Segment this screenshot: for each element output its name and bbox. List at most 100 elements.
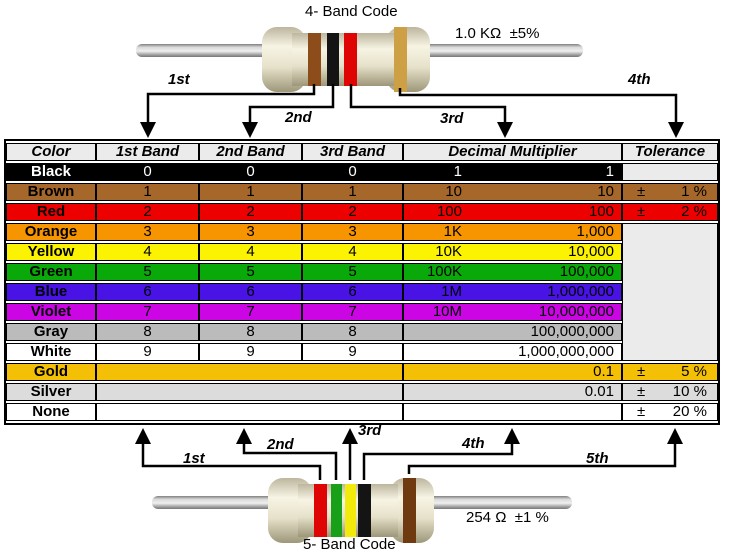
band2-cell-violet: 7 [199,303,302,321]
top-connector-3rd [349,84,507,124]
multiplier-value: 1 [605,163,614,180]
multiplier-cell-gray: 100,000,000 [403,323,622,341]
color-name-cell-violet: Violet [6,303,96,321]
color-name-cell-silver: Silver [6,383,96,401]
column-header-2nd-band: 2nd Band [199,143,302,161]
band3-cell-gray: 8 [302,323,403,341]
bottom-band-black [358,484,371,537]
multiplier-abbr [404,384,462,400]
band2-cell-brown: 1 [199,183,302,201]
top-band-label-3rd: 3rd [440,110,464,127]
top-title: 4- Band Code [305,3,398,20]
bottom-resistor-cap-left [268,478,312,543]
multiplier-abbr: 100K [426,263,462,280]
bottom-resistor-lead [152,496,572,509]
top-band-label-4th: 4th [628,71,651,88]
multiplier-abbr: 1K [443,223,462,240]
multiplier-value: 100 [588,203,614,220]
multiplier-abbr: 10 [445,183,462,200]
multiplier-cell-green: 100K 100,000 [403,263,622,281]
bottom-band-label-4th: 4th [462,435,485,452]
plus-minus-sign: ± [637,363,646,380]
multiplier-value: 10 [597,183,614,200]
tolerance-cell-gold: ±5 % [622,363,718,381]
tolerance-value: 1 % [681,183,707,200]
bands-cell-none [96,403,403,421]
table-row-gold: Gold 0.1 ±5 % [6,363,718,381]
multiplier-abbr: 10M [432,303,462,320]
arrow-up-icon [342,428,358,444]
tolerance-cell-none: ±20 % [622,403,718,421]
bands-cell-silver [96,383,403,401]
band3-cell-green: 5 [302,263,403,281]
bottom-band-label-2nd: 2nd [267,436,294,453]
table-row-violet: Violet 7 7 7 10M 10,000,000 [6,303,718,321]
color-name-cell-green: Green [6,263,96,281]
plus-minus-sign: ± [637,203,646,220]
table-row-brown: Brown 1 1 1 10 10 ±1 % [6,183,718,201]
color-name-cell-gray: Gray [6,323,96,341]
color-name-cell-red: Red [6,203,96,221]
multiplier-abbr [404,324,462,340]
column-header-color: Color [6,143,96,161]
tolerance-merged-cell [622,223,718,361]
top-resistor-body [292,33,398,86]
color-name-cell-brown: Brown [6,183,96,201]
band3-cell-red: 2 [302,203,403,221]
color-name-cell-none: None [6,403,96,421]
color-code-table-frame: Color 1st Band 2nd Band 3rd Band Decimal Mul… [4,139,720,425]
multiplier-value: 10,000 [568,243,614,260]
plus-minus-sign: ± [637,183,646,200]
table-row-green: Green 5 5 5 100K 100,000 [6,263,718,281]
bottom-band-yellow [345,484,356,537]
multiplier-cell-yellow: 10K 10,000 [403,243,622,261]
tolerance-value: 5 % [681,363,707,380]
table-row-red: Red 2 2 2 100 100 ±2 % [6,203,718,221]
top-band-brown [308,33,321,86]
color-name-cell-white: White [6,343,96,361]
bottom-title: 5- Band Code [303,536,396,553]
band3-cell-black: 0 [302,163,403,181]
band1-cell-red: 2 [96,203,199,221]
bottom-band-red [314,484,327,537]
tolerance-cell-silver: ±10 % [622,383,718,401]
color-name-cell-yellow: Yellow [6,243,96,261]
bottom-arrowheads [135,428,683,444]
band2-cell-gray: 8 [199,323,302,341]
multiplier-abbr: 1 [453,163,462,180]
multiplier-value: 1,000,000 [547,283,614,300]
multiplier-cell-none [403,403,622,421]
multiplier-abbr [404,364,462,380]
table-row-blue: Blue 6 6 6 1M 1,000,000 [6,283,718,301]
tolerance-value: 2 % [681,203,707,220]
band2-cell-black: 0 [199,163,302,181]
column-header-3rd-band: 3rd Band [302,143,403,161]
top-band-black [327,33,339,86]
multiplier-cell-blue: 1M 1,000,000 [403,283,622,301]
band2-cell-orange: 3 [199,223,302,241]
column-header-tolerance: Tolerance [622,143,718,161]
band1-cell-yellow: 4 [96,243,199,261]
bottom-connector-5th [407,442,677,474]
arrow-up-icon [504,428,520,444]
bands-cell-gold [96,363,403,381]
color-code-table: Color 1st Band 2nd Band 3rd Band Decimal Mul… [6,141,718,423]
table-row-none: None ±20 % [6,403,718,421]
band1-cell-blue: 6 [96,283,199,301]
top-connectors [146,84,678,124]
band1-cell-violet: 7 [96,303,199,321]
multiplier-abbr: 10K [435,243,462,260]
bottom-connector-4th [362,442,514,480]
multiplier-cell-gold: 0.1 [403,363,622,381]
band1-cell-gray: 8 [96,323,199,341]
multiplier-value: 0.01 [584,383,614,400]
band3-cell-white: 9 [302,343,403,361]
bottom-resistor-cap-right [390,478,434,543]
band3-cell-yellow: 4 [302,243,403,261]
multiplier-abbr: 100 [436,203,462,220]
arrow-up-icon [135,428,151,444]
band3-cell-blue: 6 [302,283,403,301]
band1-cell-orange: 3 [96,223,199,241]
